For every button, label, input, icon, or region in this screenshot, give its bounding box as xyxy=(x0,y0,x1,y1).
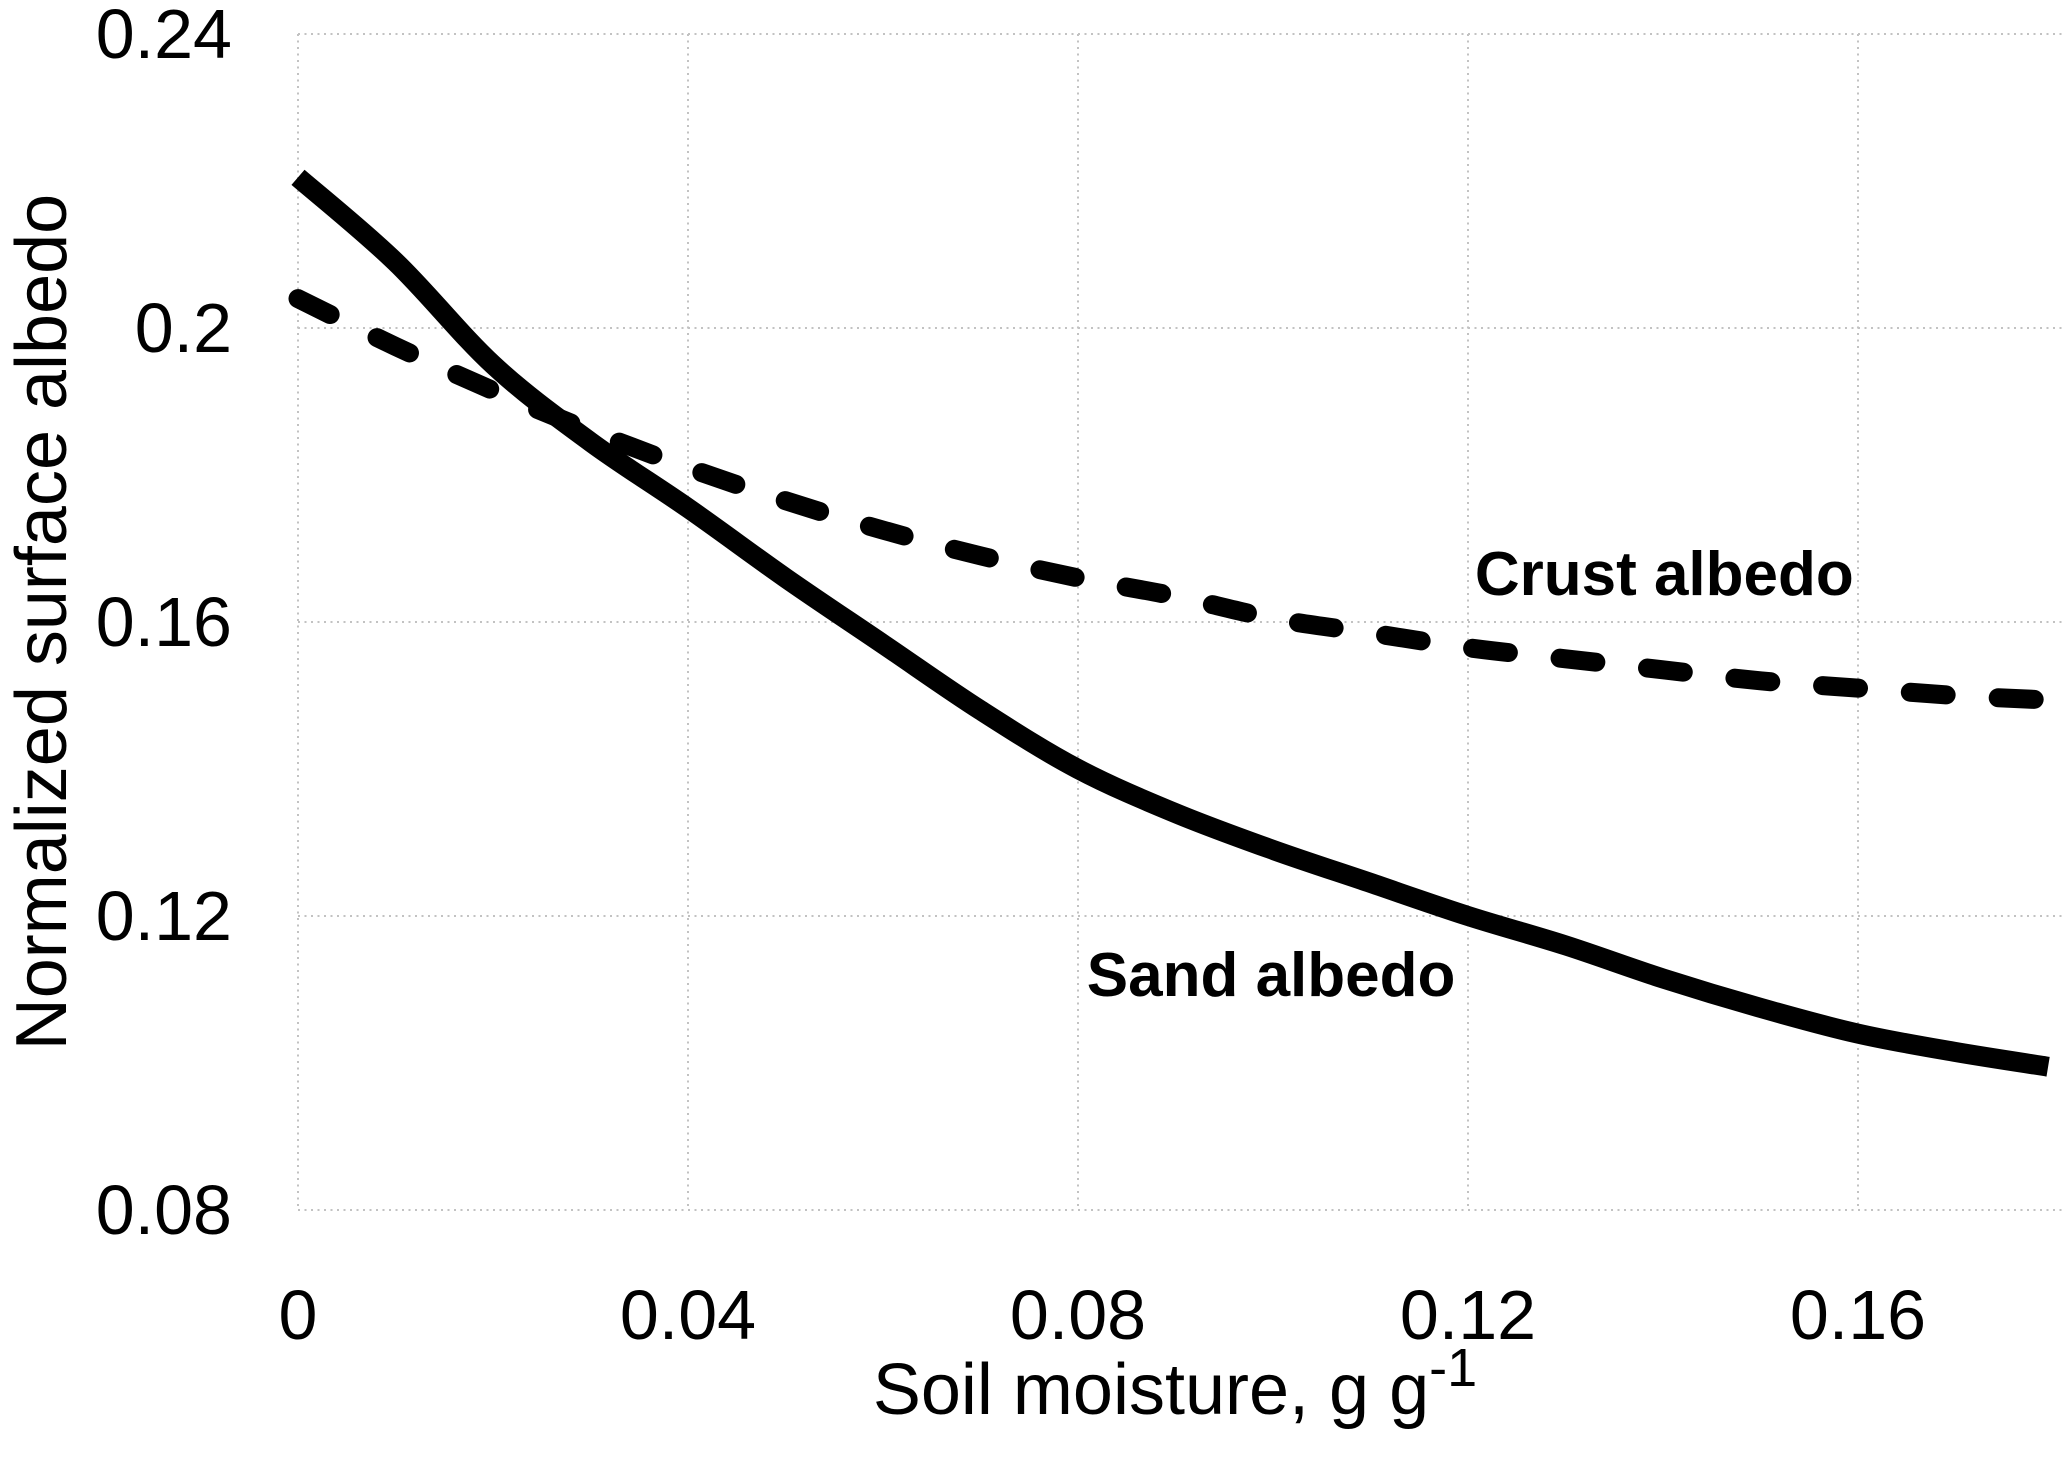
y-tick-label-0.16: 0.16 xyxy=(95,583,232,661)
x-axis-title: Soil moisture, g g-1 xyxy=(872,1338,1477,1434)
x-tick-label-0.04: 0.04 xyxy=(619,1276,757,1354)
x-tick-label-0.16: 0.16 xyxy=(1789,1276,1927,1354)
x-tick-label-0: 0 xyxy=(278,1276,318,1354)
y-tick-label-0.12: 0.12 xyxy=(95,877,232,955)
x-tick-label-0.08: 0.08 xyxy=(1009,1276,1147,1354)
y-tick-label-0.08: 0.08 xyxy=(95,1171,232,1249)
y-tick-label-0.24: 0.24 xyxy=(95,0,232,73)
sand-albedo-label: Sand albedo xyxy=(1086,941,1456,1011)
x-axis-title-text: Soil moisture, g g xyxy=(872,1350,1430,1430)
crust-albedo-label: Crust albedo xyxy=(1474,539,1854,609)
y-tick-label-0.2: 0.2 xyxy=(134,289,232,367)
x-axis-title-superscript: -1 xyxy=(1429,1338,1478,1398)
series-sand-albedo xyxy=(291,169,2050,1077)
x-tick-label-0.12: 0.12 xyxy=(1399,1276,1537,1354)
series-crust-albedo xyxy=(288,289,2067,711)
